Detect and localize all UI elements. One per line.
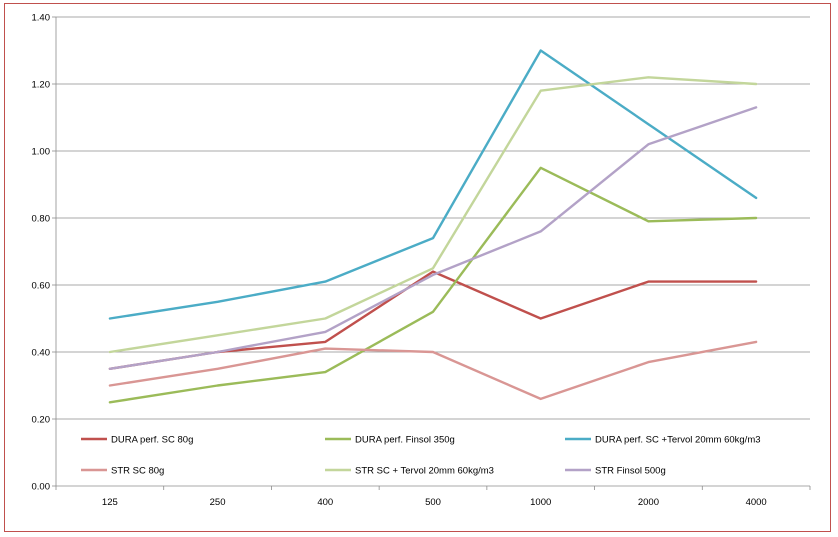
legend-label: STR Finsol 500g (595, 466, 666, 477)
series-line (108, 106, 758, 370)
y-tick-label: 1.20 (32, 80, 51, 91)
x-tick-label: 1000 (530, 497, 551, 508)
legend: DURA perf. SC 80g DURA perf. Finsol 350g D… (81, 435, 761, 477)
series-line (108, 76, 758, 354)
series-lines (108, 49, 758, 404)
y-axis-ticks: 0.00 0.20 0.40 0.60 0.80 1.00 1.20 1.40 (32, 13, 56, 493)
legend-label: DURA perf. Finsol 350g (355, 435, 455, 446)
legend-label: STR SC 80g (111, 466, 164, 477)
x-tick-label: 400 (317, 497, 333, 508)
y-tick-label: 1.00 (32, 147, 51, 158)
y-tick-label: 0.80 (32, 214, 51, 225)
series-line (108, 340, 758, 401)
series-line (108, 49, 758, 320)
x-axis-ticks: 125 250 400 500 1000 2000 4000 (55, 486, 811, 508)
y-tick-label: 0.60 (32, 281, 51, 292)
y-tick-label: 1.40 (32, 13, 51, 24)
x-tick-label: 500 (425, 497, 441, 508)
chart-frame: 0.00 0.20 0.40 0.60 0.80 1.00 1.20 1.40 125 250 4… (4, 3, 831, 532)
axes (55, 17, 810, 487)
x-tick-label: 250 (210, 497, 226, 508)
grid-lines (56, 16, 810, 420)
y-tick-label: 0.20 (32, 415, 51, 426)
x-tick-label: 2000 (638, 497, 659, 508)
line-chart: 0.00 0.20 0.40 0.60 0.80 1.00 1.20 1.40 125 250 4… (32, 13, 811, 508)
series-line (108, 166, 758, 404)
x-tick-label: 125 (102, 497, 118, 508)
y-tick-label: 0.40 (32, 348, 51, 359)
legend-label: DURA perf. SC 80g (111, 435, 193, 446)
legend-label: STR SC + Tervol 20mm 60kg/m3 (355, 466, 494, 477)
legend-label: DURA perf. SC +Tervol 20mm 60kg/m3 (595, 435, 761, 446)
y-tick-label: 0.00 (32, 482, 51, 493)
x-tick-label: 4000 (746, 497, 767, 508)
